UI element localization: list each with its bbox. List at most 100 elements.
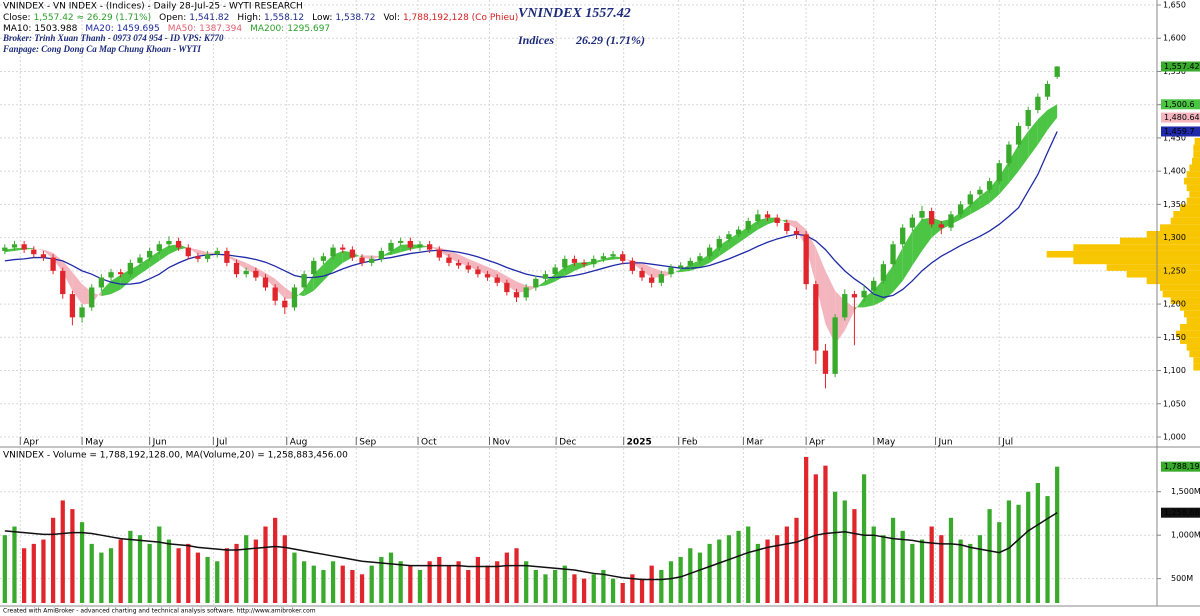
volume-profile: [1046, 137, 1200, 371]
profile-bar: [1170, 217, 1200, 225]
volume-bar: [832, 491, 838, 603]
candle-body: [986, 181, 993, 190]
ma-band-segment: [1047, 104, 1058, 130]
line2-item: Vol:: [383, 13, 400, 23]
big-title: VNINDEX 1557.42: [518, 6, 631, 21]
candle-body: [108, 272, 114, 278]
volume-header: VNINDEX - Volume = 1,788,192,128.00, MA(…: [3, 451, 348, 461]
candle-body: [880, 264, 887, 281]
profile-bar: [1186, 197, 1200, 205]
candle-body: [1044, 84, 1051, 97]
candle-body: [31, 249, 37, 255]
candle-body: [755, 214, 761, 221]
volume-bar: [79, 522, 85, 603]
candle-body: [542, 274, 549, 279]
ma-band-segment: [603, 256, 614, 261]
candle-body: [465, 265, 471, 270]
y-tick-label: 1,150: [1163, 333, 1186, 342]
volume-bar: [369, 565, 374, 603]
ma-band-segment: [139, 257, 150, 275]
volume-bar: [176, 548, 181, 603]
volume-bar: [408, 565, 413, 603]
ma-band-segment: [979, 188, 990, 210]
x-tick-label: Oct: [421, 438, 437, 448]
ma-band-segment: [622, 257, 633, 263]
volume-bar: [823, 465, 828, 603]
y-tick-label: 1,050: [1163, 399, 1186, 408]
profile-bar: [1189, 350, 1200, 358]
ma-band-segment: [72, 272, 83, 305]
volume-bar: [1026, 491, 1031, 603]
volume-bar: [524, 561, 529, 603]
candle-body: [919, 211, 925, 218]
value-tag-label: 1,788,19: [1164, 462, 1200, 471]
ma-band-segment: [313, 264, 324, 291]
candle-body: [146, 250, 153, 258]
candle-body: [513, 292, 520, 298]
volume-bar: [215, 561, 220, 603]
volume-bar: [186, 543, 191, 603]
candle-body: [417, 244, 423, 248]
candle-body: [204, 254, 211, 259]
volume-bar: [581, 578, 587, 603]
volume-bar: [398, 561, 403, 603]
marks: [2, 66, 1060, 603]
ma-band-segment: [304, 274, 314, 297]
line3-item: 1459.695: [117, 24, 160, 34]
y-tick-label: 1,200: [1163, 300, 1186, 309]
candle-body: [320, 256, 327, 261]
candle-body: [706, 247, 713, 257]
ma-band-segment: [699, 254, 710, 268]
volume-bar: [195, 552, 201, 603]
candle-body: [253, 270, 259, 278]
change: 26.29 (1.71%): [575, 33, 645, 47]
volume-bar: [321, 569, 326, 603]
volume-bar: [234, 543, 239, 603]
ma-band-segment: [960, 204, 971, 220]
candle-body: [803, 234, 809, 285]
volume-bar: [910, 543, 915, 603]
volume-bar: [688, 548, 693, 603]
volume-bar: [890, 517, 896, 603]
profile-bar: [1176, 330, 1200, 338]
candle-body: [127, 262, 133, 275]
y-tick-label: 1,100: [1163, 366, 1186, 375]
profile-bar: [1184, 177, 1200, 185]
candle-body: [40, 254, 47, 258]
volume-bar: [89, 543, 94, 603]
ma-band-segment: [468, 258, 478, 271]
profile-bar: [1184, 310, 1200, 318]
candle-body: [349, 249, 356, 258]
volume-bar: [543, 574, 548, 603]
candle-body: [735, 229, 742, 235]
candle-body: [629, 260, 636, 271]
volume-bar: [1016, 504, 1021, 603]
profile-bar: [1160, 284, 1200, 291]
x-tick-label: Aug: [290, 438, 308, 448]
volume-bar: [900, 530, 905, 603]
profile-bar: [1186, 184, 1200, 192]
candle-body: [378, 250, 385, 259]
profile-bar: [1046, 250, 1200, 258]
profile-bar: [1186, 343, 1200, 351]
volume-bar: [958, 539, 963, 603]
ma-band-segment: [893, 247, 903, 293]
header-line2: Close: 1,557.42 ≈ 26.29 (1.71%) Open: 1,541…: [3, 13, 518, 23]
candle-body: [340, 247, 346, 250]
y-tick-label: 1,400: [1163, 167, 1186, 176]
ma-band-segment: [101, 280, 112, 297]
ma-band-segment: [728, 232, 739, 250]
volume-bar: [224, 548, 230, 603]
ma-band-segment: [33, 248, 44, 251]
candle-body: [494, 277, 500, 283]
candle-body: [262, 277, 269, 288]
volume-bar: [861, 474, 867, 603]
candle-body: [369, 258, 375, 263]
line2-item: High:: [237, 13, 261, 23]
candle-body: [426, 244, 433, 250]
ma-band-segment: [574, 262, 585, 271]
line2-item: 1,541.82: [189, 13, 229, 23]
volume-bar: [533, 569, 538, 603]
volume-bar: [668, 561, 674, 603]
volume-bar: [678, 556, 683, 603]
